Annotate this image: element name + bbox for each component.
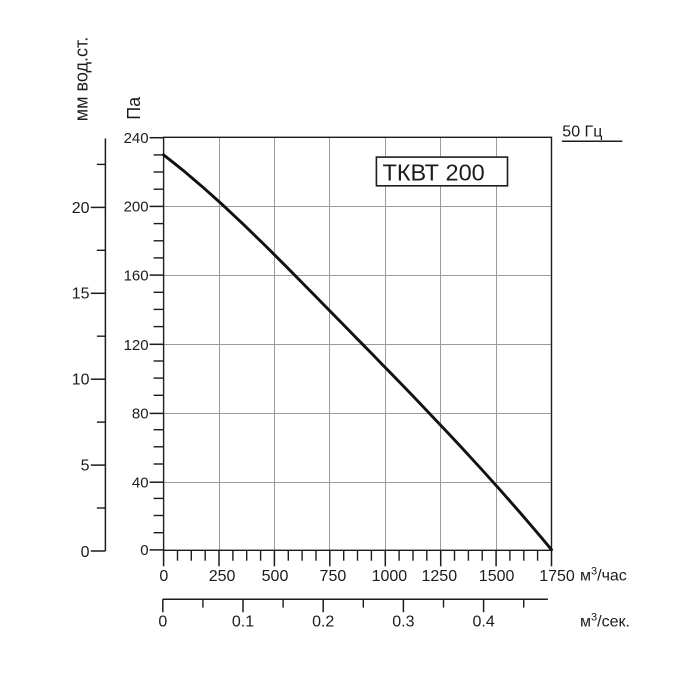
svg-text:40: 40 [132,475,149,492]
svg-text:120: 120 [124,337,149,354]
svg-text:5: 5 [81,458,90,475]
svg-text:240: 240 [124,130,149,147]
svg-text:15: 15 [72,286,90,303]
svg-text:0.1: 0.1 [232,614,254,631]
svg-text:1000: 1000 [372,568,408,585]
svg-text:160: 160 [124,267,149,284]
svg-text:мм вод.ст.: мм вод.ст. [72,37,92,121]
svg-text:0.4: 0.4 [472,614,494,631]
svg-text:10: 10 [72,372,90,389]
svg-text:20: 20 [72,200,90,217]
svg-text:1500: 1500 [479,568,515,585]
svg-text:ТКВТ 200: ТКВТ 200 [383,160,485,186]
svg-text:0: 0 [159,568,168,585]
svg-text:50 Гц: 50 Гц [562,124,602,141]
svg-text:500: 500 [262,568,289,585]
svg-text:200: 200 [124,199,149,216]
svg-text:80: 80 [132,406,149,423]
svg-text:250: 250 [209,568,236,585]
svg-text:0: 0 [81,544,90,561]
svg-text:750: 750 [320,568,347,585]
svg-text:Па: Па [124,96,144,120]
svg-text:1250: 1250 [422,568,458,585]
svg-text:0: 0 [158,614,167,631]
svg-text:1750: 1750 [539,568,575,585]
svg-text:0: 0 [140,542,148,559]
svg-text:0.2: 0.2 [312,614,334,631]
svg-text:м3/сек.: м3/сек. [580,612,630,631]
svg-text:м3/час: м3/час [580,566,627,585]
svg-text:0.3: 0.3 [392,614,414,631]
